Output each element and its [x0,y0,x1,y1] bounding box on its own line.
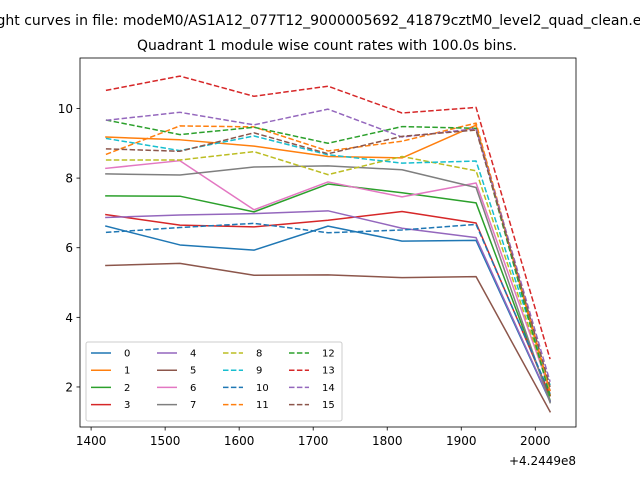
legend-label-6: 6 [190,383,196,394]
legend-label-2: 2 [124,383,130,394]
x-tick-label: 1900 [446,434,477,448]
series-line-10 [105,222,551,395]
series-line-5 [105,262,552,413]
y-tick-label: 10 [58,102,73,116]
series-line-8 [105,150,551,390]
series-line-15 [105,129,551,388]
y-tick-label: 6 [65,241,73,255]
legend-label-8: 8 [256,349,262,360]
chart-title: Quadrant 1 module wise count rates with … [137,38,517,54]
series-line-11 [105,122,551,392]
y-tick-label: 8 [65,172,73,186]
legend-label-7: 7 [190,400,196,411]
legend-label-15: 15 [322,400,335,411]
legend-label-3: 3 [124,400,130,411]
series-line-12 [105,119,551,397]
axes-frame [79,57,577,428]
legend-label-10: 10 [256,383,269,394]
x-tick-label: 1800 [372,434,403,448]
series-line-0 [104,225,552,403]
series-line-14 [105,108,551,382]
x-tick-label: 1700 [298,434,329,448]
figure-suptitle: Light curves in file: modeM0/AS1A12_077T… [0,13,640,29]
x-tick-label: 1600 [224,434,255,448]
legend-label-11: 11 [256,400,269,411]
series-line-13 [105,75,551,360]
x-tick-label: 2000 [520,434,551,448]
legend-label-9: 9 [256,366,262,377]
legend-label-12: 12 [322,349,335,360]
y-tick-label: 2 [65,380,73,394]
legend-label-13: 13 [322,366,335,377]
series-line-3 [105,210,552,397]
series-line-7 [105,165,552,404]
series-line-2 [105,183,552,402]
legend-box [85,341,343,422]
legend-label-1: 1 [124,366,130,377]
legend-label-0: 0 [124,349,130,360]
series-line-4 [105,210,552,402]
y-tick-label: 4 [65,311,73,325]
x-tick-label: 1500 [150,434,181,448]
legend-label-14: 14 [322,383,335,394]
x-tick-label: 1400 [76,434,107,448]
legend-label-4: 4 [190,349,196,360]
plot-area: 1400 1500 1600 1700 1800 1900 2000 +4.2449e8 2 4 6… [58,57,577,468]
legend-label-5: 5 [190,366,196,377]
x-offset-label: +4.2449e8 [509,454,576,468]
